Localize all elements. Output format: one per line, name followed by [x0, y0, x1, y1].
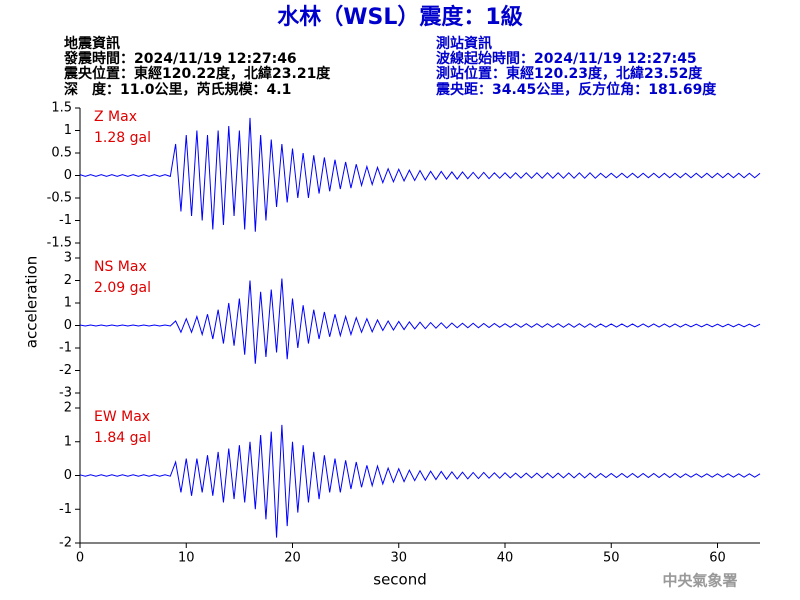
info-left: 發震時間：2024/11/19 12:27:46	[63, 50, 297, 67]
y-tick-label: 1	[64, 434, 72, 449]
annotation: EW Max	[94, 409, 150, 425]
x-tick-label: 0	[76, 551, 84, 566]
y-tick-label: 2	[64, 401, 72, 416]
title: 水林（WSL）震度：1級	[277, 4, 522, 30]
y-tick-label: -2	[59, 363, 72, 378]
y-tick-label: 3	[64, 251, 72, 266]
y-tick-label: -1	[59, 502, 72, 517]
info-left: 地震資訊	[64, 35, 120, 52]
info-right: 測站資訊	[436, 35, 492, 52]
x-tick-label: 20	[284, 551, 301, 566]
annotation: 1.84 gal	[94, 430, 151, 446]
waveform	[79, 117, 761, 232]
y-tick-label: -3	[59, 386, 72, 401]
y-tick-label: -1.5	[47, 236, 72, 251]
info-right: 波線起始時間：2024/11/19 12:27:45	[436, 50, 697, 67]
info-right: 震央距：34.45公里，反方位角：181.69度	[435, 81, 717, 98]
x-tick-label: 50	[603, 551, 620, 566]
y-axis-label: acceleration	[23, 256, 41, 348]
info-right: 測站位置：東經120.23度，北緯23.52度	[436, 65, 703, 82]
y-tick-label: 0	[64, 468, 72, 483]
y-tick-label: 0.5	[51, 146, 72, 161]
footer: 中央氣象署	[662, 572, 737, 590]
y-tick-label: -0.5	[47, 191, 72, 206]
annotation: 2.09 gal	[94, 280, 151, 296]
y-tick-label: 1	[64, 296, 72, 311]
info-left: 深 度：11.0公里，芮氏規模：4.1	[64, 81, 291, 98]
annotation: 1.28 gal	[94, 130, 151, 146]
x-tick-label: 60	[709, 551, 726, 566]
annotation: NS Max	[94, 259, 147, 275]
y-tick-label: 0	[64, 168, 72, 183]
y-tick-label: 0	[64, 318, 72, 333]
waveform	[79, 424, 761, 538]
x-tick-label: 30	[390, 551, 407, 566]
y-tick-label: -1	[59, 213, 72, 228]
y-tick-label: -1	[59, 341, 72, 356]
x-tick-label: 10	[178, 551, 195, 566]
y-tick-label: 1.5	[51, 101, 72, 116]
info-left: 震央位置：東經120.22度，北緯23.21度	[63, 65, 331, 82]
x-axis-label: second	[373, 571, 427, 589]
y-tick-label: -2	[59, 536, 72, 551]
annotation: Z Max	[94, 109, 137, 125]
y-tick-label: 2	[64, 273, 72, 288]
x-tick-label: 40	[497, 551, 514, 566]
y-tick-label: 1	[64, 123, 72, 138]
waveform	[79, 278, 761, 364]
